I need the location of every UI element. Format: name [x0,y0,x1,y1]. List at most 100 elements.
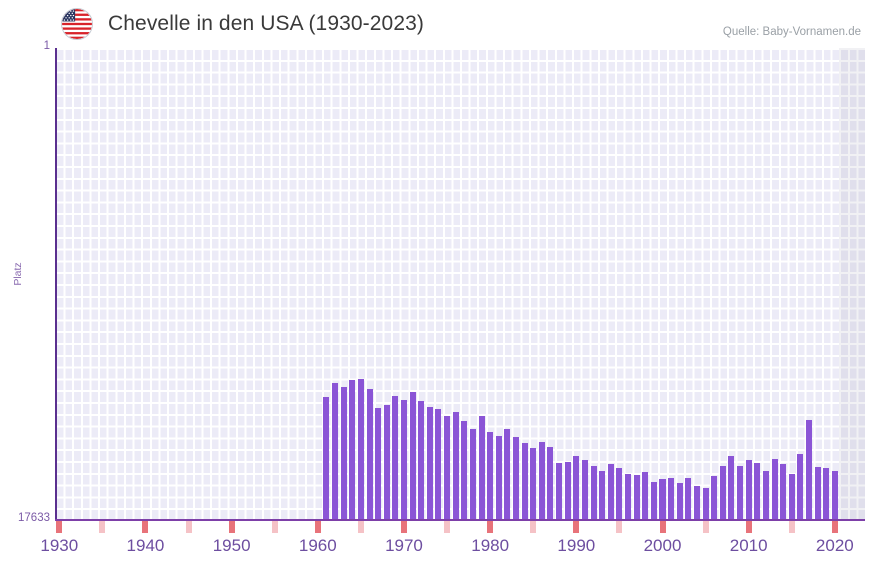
bar [564,461,571,520]
x-tick-minor [357,521,364,533]
x-tick-major [831,521,838,533]
bar [487,432,494,520]
bar [512,437,520,520]
bar [650,481,657,520]
bar [711,476,718,520]
bar [633,474,640,520]
x-tick-major [487,521,494,533]
x-axis-tick-label: 1940 [126,536,165,555]
bar [426,406,433,520]
y-axis-title: Platz [12,262,24,286]
plot-area [55,48,865,520]
x-axis-tick-label: 1950 [212,536,251,555]
bar [728,456,735,520]
bar [814,466,821,520]
bar-series [55,48,865,520]
y-axis-top-label: 1 [43,40,50,52]
x-axis-tick-label: 2010 [729,536,768,555]
x-tick-minor [702,521,709,533]
bar [668,477,675,520]
us-flag-icon [61,8,93,40]
chart-header: Chevelle in den USA (1930-2023) Quelle: … [0,0,873,48]
bar [797,453,804,520]
bar [754,462,761,520]
page-title: Chevelle in den USA (1930-2023) [108,12,424,35]
bar [581,460,588,520]
bar [599,470,606,520]
bar [530,448,537,520]
x-axis-labels: 1930 1940 1950 1960 1970 1980 1990 2000 2010 2020 [0,536,873,566]
bar [357,379,364,520]
bar [444,416,451,520]
source-note: Quelle: Baby-Vornamen.de [722,26,861,38]
bar [676,482,683,520]
bar [590,465,597,520]
x-tick-minor [530,521,537,533]
x-axis-tick-label: 1960 [298,536,337,555]
bar [461,421,468,520]
bar [823,468,830,520]
x-axis-line [55,519,865,521]
bar [435,409,442,520]
bar [495,436,502,520]
bar [452,412,459,520]
bar [702,488,709,520]
bar [737,465,744,520]
bar [375,408,382,520]
bar [573,456,580,520]
bar [771,458,778,520]
bar [607,464,614,520]
bar [340,386,347,520]
bar [745,460,752,520]
bar [392,395,399,520]
bar [762,470,769,520]
x-tick-minor [271,521,278,533]
x-axis-tick-label: 1990 [557,536,596,555]
bar [659,478,666,520]
x-tick-major [228,521,235,533]
x-tick-major [659,521,666,533]
x-tick-major [400,521,407,533]
bar [805,420,812,520]
x-axis-ticks [55,521,865,535]
bar [616,468,623,520]
bar [831,470,838,520]
x-tick-minor [99,521,106,533]
bar [323,397,330,520]
bar [409,391,416,520]
bar [332,382,339,520]
bar [418,401,425,520]
bar [780,464,787,520]
bar [400,400,407,520]
y-axis-bottom-label: 17633 [18,512,50,524]
bar [366,389,373,520]
x-axis-tick-label: 1930 [40,536,79,555]
x-tick-major [142,521,149,533]
x-tick-major [745,521,752,533]
x-tick-minor [616,521,623,533]
bar [625,473,632,520]
x-axis-tick-label: 1980 [471,536,510,555]
x-tick-major [314,521,321,533]
bar [642,472,649,520]
x-tick-major [573,521,580,533]
bar [349,379,356,520]
bar [478,416,485,520]
bar [538,441,545,520]
bar [504,429,511,520]
bar [719,465,726,520]
x-tick-major [56,521,63,533]
y-axis-line [55,48,57,520]
bar [469,429,476,520]
x-axis-tick-label: 1970 [385,536,423,555]
bar [556,462,563,520]
bar [685,477,692,520]
x-tick-minor [444,521,451,533]
x-axis-tick-label: 2020 [815,536,854,555]
bar [383,405,390,520]
x-axis-tick-label: 2000 [643,536,682,555]
bar [521,442,528,520]
bar [547,446,554,520]
bar [788,473,795,520]
